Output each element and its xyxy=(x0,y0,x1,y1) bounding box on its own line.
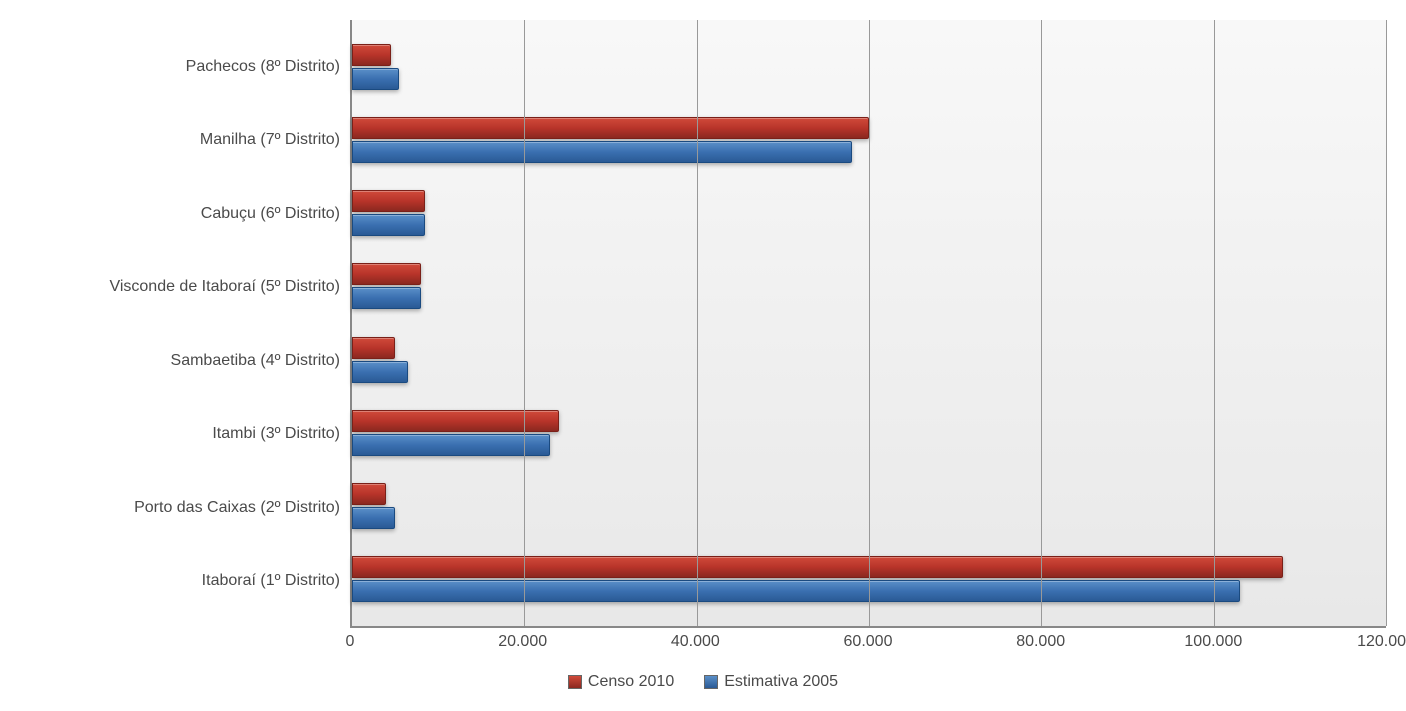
bar-estimativa xyxy=(352,434,550,456)
x-tick: 20.000 xyxy=(498,633,547,651)
bar-censo xyxy=(352,117,869,139)
bar-censo xyxy=(352,44,391,66)
grid-line xyxy=(524,20,525,626)
plot-area xyxy=(350,20,1386,628)
grid-line xyxy=(869,20,870,626)
chart-container: Pachecos (8º Distrito)Manilha (7º Distri… xyxy=(20,20,1386,691)
grid-line xyxy=(1214,20,1215,626)
bar-estimativa xyxy=(352,141,852,163)
bar-censo xyxy=(352,556,1283,578)
bar-estimativa xyxy=(352,68,399,90)
x-tick: 60.000 xyxy=(844,633,893,651)
y-label: Visconde de Itaboraí (5º Distrito) xyxy=(20,252,340,322)
y-label: Itaboraí (1º Distrito) xyxy=(20,546,340,616)
chart-body: Pachecos (8º Distrito)Manilha (7º Distri… xyxy=(20,20,1386,628)
x-tick: 40.000 xyxy=(671,633,720,651)
y-label: Pachecos (8º Distrito) xyxy=(20,32,340,102)
bar-censo xyxy=(352,190,425,212)
legend-label-censo: Censo 2010 xyxy=(588,673,674,691)
y-label: Sambaetiba (4º Distrito) xyxy=(20,326,340,396)
bar-estimativa xyxy=(352,361,408,383)
legend: Censo 2010 Estimativa 2005 xyxy=(20,673,1386,691)
bar-estimativa xyxy=(352,287,421,309)
grid-line xyxy=(1041,20,1042,626)
grid-line xyxy=(1386,20,1387,626)
legend-item-censo: Censo 2010 xyxy=(568,673,674,691)
legend-item-estimativa: Estimativa 2005 xyxy=(704,673,838,691)
legend-swatch-blue xyxy=(704,675,718,689)
bar-estimativa xyxy=(352,507,395,529)
y-label: Porto das Caixas (2º Distrito) xyxy=(20,473,340,543)
grid-line xyxy=(697,20,698,626)
y-label: Manilha (7º Distrito) xyxy=(20,105,340,175)
bar-estimativa xyxy=(352,580,1240,602)
legend-label-estimativa: Estimativa 2005 xyxy=(724,673,838,691)
bar-estimativa xyxy=(352,214,425,236)
x-axis: 020.00040.00060.00080.000100.000120.000 xyxy=(350,628,1386,658)
bar-censo xyxy=(352,337,395,359)
x-tick: 100.000 xyxy=(1184,633,1242,651)
bar-censo xyxy=(352,483,386,505)
bar-censo xyxy=(352,263,421,285)
bar-censo xyxy=(352,410,559,432)
legend-swatch-red xyxy=(568,675,582,689)
y-label: Cabuçu (6º Distrito) xyxy=(20,179,340,249)
y-label: Itambi (3º Distrito) xyxy=(20,399,340,469)
x-tick: 80.000 xyxy=(1016,633,1065,651)
y-axis-labels: Pachecos (8º Distrito)Manilha (7º Distri… xyxy=(20,20,350,628)
x-tick: 0 xyxy=(346,633,355,651)
x-tick: 120.000 xyxy=(1357,633,1406,651)
